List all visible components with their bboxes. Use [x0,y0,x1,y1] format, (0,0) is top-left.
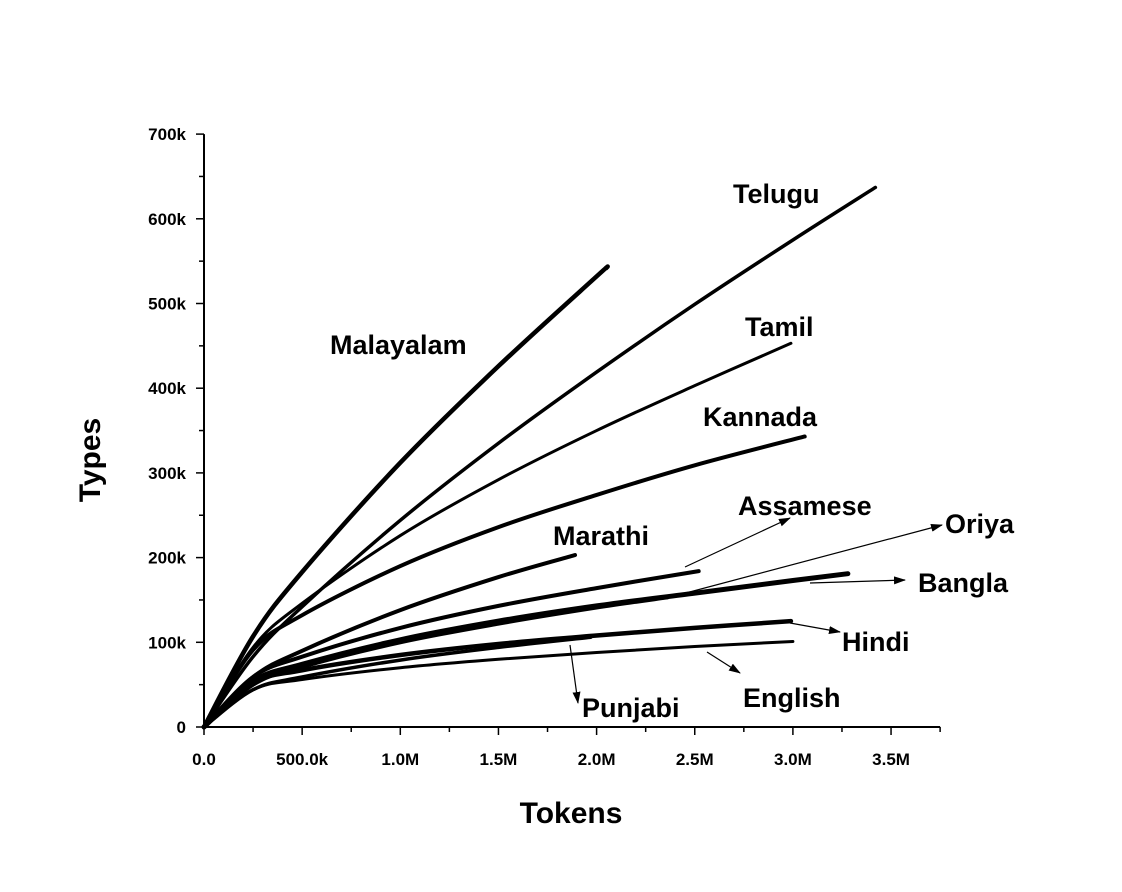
series-line-hindi [201,618,794,730]
series-line-bangla [201,571,851,730]
series-label-oriya: Oriya [945,509,1015,539]
series-label-assamese: Assamese [738,491,872,521]
x-tick-label: 2.5M [676,750,714,769]
series-label-malayalam: Malayalam [330,330,467,360]
y-axis-title: Types [74,418,107,502]
x-tick-label: 1.0M [381,750,419,769]
series-label-tamil: Tamil [745,312,814,342]
y-tick-label: 100k [148,633,186,652]
y-tick-label: 700k [148,125,186,144]
series-line-malayalam [201,264,610,730]
x-tick-label: 0.0 [192,750,216,769]
y-tick-label: 0 [177,718,186,737]
series-label-kannada: Kannada [703,402,818,432]
x-tick-label: 3.0M [774,750,812,769]
x-tick-label: 500.0k [276,750,329,769]
series-label-telugu: Telugu [733,179,819,209]
series-label-english: English [743,683,841,713]
series-line-kannada [202,434,807,729]
series-label-punjabi: Punjabi [582,693,680,723]
label-arrow-punjabi [569,644,581,704]
series-line-english [202,639,795,729]
y-tick-label: 600k [148,210,186,229]
label-arrow-oriya [666,523,943,599]
series-line-tamil [202,341,793,729]
series-lines [201,185,878,730]
series-line-punjabi [202,635,593,729]
y-tick-label: 200k [148,549,186,568]
x-tick-label: 3.5M [872,750,910,769]
label-arrow-assamese [684,517,791,568]
label-arrow-bangla [809,576,906,585]
axes: 0.0 500.0k 1.0M 1.5M 2.0M 2.5M 3.0M 3.5M 0 100k 20… [148,125,941,769]
series-labels: Malayalam Telugu Tamil Kannada Marathi Assame… [330,179,1015,723]
series-line-assamese [202,569,701,729]
x-axis-title: Tokens [520,797,623,830]
label-arrow-english [706,651,741,674]
series-label-marathi: Marathi [553,521,649,551]
x-tick-label: 1.5M [480,750,518,769]
y-tick-label: 500k [148,295,186,314]
series-label-bangla: Bangla [918,568,1009,598]
y-tick-label: 400k [148,379,186,398]
x-tick-label: 2.0M [578,750,616,769]
y-tick-label: 300k [148,464,186,483]
series-label-hindi: Hindi [842,627,910,657]
series-line-telugu [202,185,878,729]
label-arrow-hindi [789,622,841,634]
